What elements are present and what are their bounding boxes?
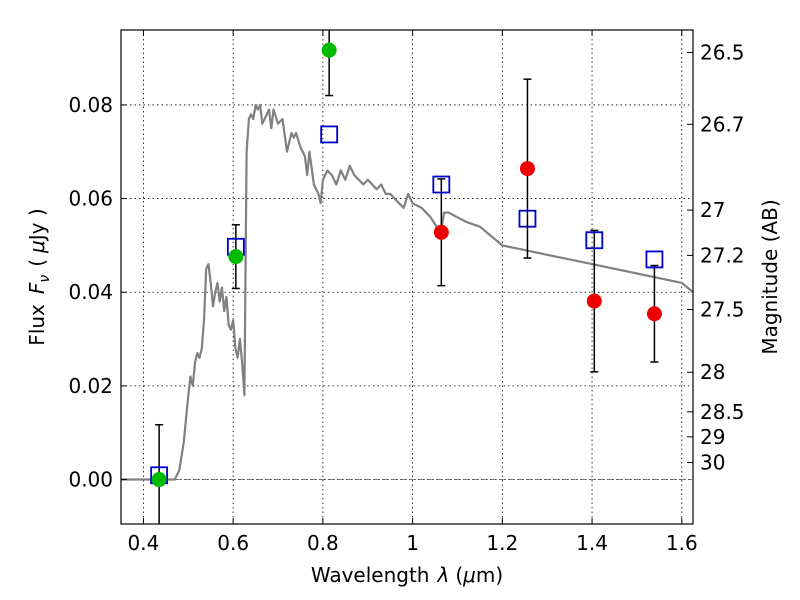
x-axis-title: Wavelength λ (μm): [311, 563, 503, 587]
x-tick-label: 1.4: [576, 531, 608, 555]
right-tick-label: 26.7: [700, 112, 745, 136]
y-axis-title-unit-mu: μ: [25, 240, 49, 254]
right-tick-label: 27.2: [700, 243, 745, 267]
x-axis-title-symbol: λ: [436, 563, 449, 587]
model-square: [585, 231, 604, 250]
x-tick-label: 0.6: [217, 531, 249, 555]
observed-point: [321, 42, 337, 58]
x-tick-label: 0.8: [307, 531, 339, 555]
observed-point: [433, 224, 449, 240]
model-square: [432, 175, 451, 194]
y-tick-label: 0.02: [68, 374, 113, 398]
observed-point: [646, 306, 662, 322]
right-tick-label: 26.5: [700, 40, 745, 64]
right-axis-title: Magnitude (AB): [758, 199, 782, 354]
y-tick-label: 0.06: [68, 187, 113, 211]
x-tick-label: 1: [406, 531, 419, 555]
x-axis-title-unit-mu: μ: [462, 563, 476, 587]
right-tick-label: 27.5: [700, 298, 745, 322]
x-axis-title-text: Wavelength: [311, 563, 430, 587]
observed-point: [228, 249, 244, 265]
observed-point: [151, 472, 167, 488]
right-tick-label: 29: [700, 425, 725, 449]
axis-ticks: 0.4 0.6 0.8 1 1.2 1.4 1.6 0.00 0.02 0.04 0.06 0.08 2…: [68, 30, 745, 555]
x-axis-title-unit-open: (: [455, 563, 463, 587]
y-axis-title-text: Flux: [25, 304, 49, 346]
right-tick-label: 30: [700, 451, 725, 475]
y-axis-title-unit-rest: Jy ): [25, 208, 49, 242]
y-tick-label: 0.04: [68, 280, 113, 304]
x-tick-label: 1.6: [666, 531, 698, 555]
y-tick-label: 0.00: [68, 468, 113, 492]
plot-area: [121, 30, 693, 524]
y-axis-title-symbol: F: [25, 282, 49, 294]
y-axis-title-unit-open: (: [25, 259, 49, 267]
model-square: [320, 125, 339, 144]
gridlines: [121, 30, 693, 524]
y-axis-title: Flux Fν ( μJy ): [25, 208, 53, 345]
right-tick-label: 28.5: [700, 400, 745, 424]
right-tick-label: 27: [700, 198, 725, 222]
x-tick-label: 0.4: [128, 531, 160, 555]
plot-frame: [120, 29, 694, 525]
y-tick-label: 0.08: [68, 93, 113, 117]
x-axis-title-unit-rest: m): [476, 563, 503, 587]
data-marks: [150, 30, 664, 524]
model-square: [518, 209, 537, 228]
observed-point: [519, 161, 535, 177]
x-tick-label: 1.2: [486, 531, 518, 555]
observed-point: [586, 293, 602, 309]
model-square: [645, 250, 664, 269]
y-axis-title-subscript: ν: [37, 275, 53, 283]
right-tick-label: 28: [700, 360, 725, 384]
